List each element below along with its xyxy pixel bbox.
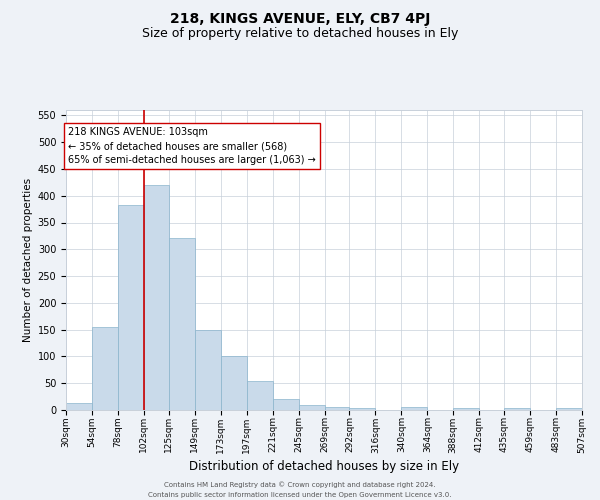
Bar <box>272 400 299 410</box>
Text: 218, KINGS AVENUE, ELY, CB7 4PJ: 218, KINGS AVENUE, ELY, CB7 4PJ <box>170 12 430 26</box>
X-axis label: Distribution of detached houses by size in Ely: Distribution of detached houses by size … <box>189 460 459 472</box>
Bar <box>401 408 427 410</box>
Bar <box>169 238 195 410</box>
Bar <box>299 404 325 410</box>
Bar <box>247 380 272 410</box>
Bar <box>144 185 169 410</box>
Bar <box>349 408 376 410</box>
Bar <box>325 408 349 410</box>
Bar <box>195 330 221 410</box>
Text: Contains HM Land Registry data © Crown copyright and database right 2024.
Contai: Contains HM Land Registry data © Crown c… <box>148 482 452 498</box>
Bar <box>221 356 247 410</box>
Text: 218 KINGS AVENUE: 103sqm
← 35% of detached houses are smaller (568)
65% of semi-: 218 KINGS AVENUE: 103sqm ← 35% of detach… <box>68 127 316 165</box>
Y-axis label: Number of detached properties: Number of detached properties <box>23 178 34 342</box>
Bar <box>66 403 92 410</box>
Bar <box>118 205 144 410</box>
Text: Size of property relative to detached houses in Ely: Size of property relative to detached ho… <box>142 28 458 40</box>
Bar <box>453 408 479 410</box>
Bar <box>504 408 530 410</box>
Bar <box>92 327 118 410</box>
Bar <box>556 408 582 410</box>
